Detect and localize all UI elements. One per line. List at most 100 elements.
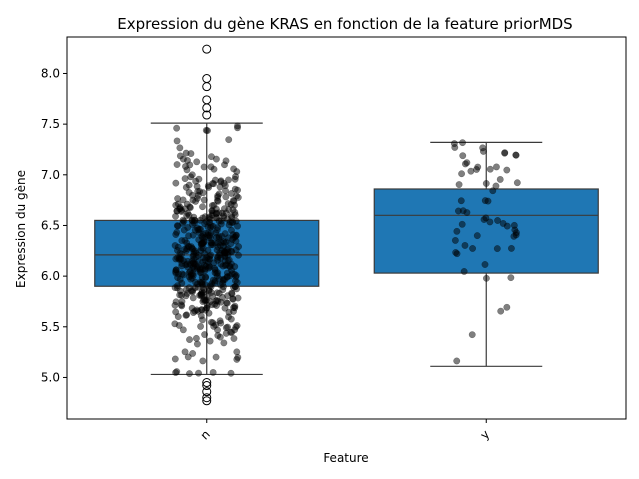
- strip-point: [180, 217, 188, 225]
- strip-point: [481, 261, 489, 268]
- outlier-point: [202, 378, 212, 388]
- strip-point: [199, 244, 207, 252]
- y-tick-label: 8.0: [41, 66, 60, 80]
- strip-point: [174, 195, 182, 203]
- strip-point: [458, 220, 466, 228]
- x-tick-label: n: [198, 427, 213, 442]
- strip-point: [197, 290, 205, 298]
- y-tick-label: 5.0: [41, 370, 60, 384]
- strip-point: [213, 289, 221, 297]
- strip-point: [216, 333, 224, 341]
- strip-point: [195, 369, 202, 377]
- strip-point: [219, 280, 227, 287]
- strip-point: [482, 180, 490, 187]
- strip-point: [512, 151, 520, 159]
- strip-point: [493, 245, 501, 253]
- strip-point: [233, 348, 241, 356]
- x-tick-label: y: [477, 427, 492, 442]
- strip-point: [230, 165, 238, 173]
- strip-point: [182, 183, 190, 191]
- y-tick-label: 7.5: [41, 117, 60, 131]
- strip-point: [200, 196, 208, 204]
- strip-point: [234, 353, 242, 361]
- strip-point: [186, 261, 194, 268]
- strip-point: [222, 157, 230, 165]
- strip-point: [492, 182, 500, 190]
- strip-point: [228, 226, 235, 234]
- strip-point: [473, 232, 481, 240]
- strip-point: [489, 187, 497, 195]
- strip-point: [201, 331, 209, 339]
- strip-point: [180, 246, 188, 253]
- strip-point: [172, 179, 180, 187]
- strip-point: [501, 149, 509, 157]
- strip-point: [199, 234, 207, 242]
- outlier-point: [202, 82, 212, 92]
- strip-point: [189, 270, 197, 277]
- strip-point: [199, 298, 207, 306]
- y-tick-label: 6.5: [41, 218, 60, 232]
- strip-point: [453, 227, 461, 235]
- strip-point: [209, 276, 217, 284]
- strip-point: [234, 294, 242, 302]
- strip-point: [231, 211, 239, 219]
- strip-point: [187, 173, 195, 181]
- strip-point: [189, 350, 197, 357]
- strip-point: [199, 203, 206, 211]
- strip-point: [181, 348, 189, 356]
- strip-point: [220, 339, 228, 347]
- strip-point: [178, 298, 186, 305]
- axes-frame: [66, 36, 627, 420]
- strip-point: [484, 197, 492, 205]
- outlier-point: [202, 110, 212, 120]
- strip-point: [497, 307, 505, 315]
- strip-point: [511, 226, 519, 234]
- strip-point: [450, 140, 458, 148]
- strip-point: [175, 321, 183, 329]
- strip-point: [189, 191, 196, 199]
- strip-point: [171, 355, 179, 363]
- strip-point: [172, 201, 180, 209]
- x-axis-label: Feature: [323, 451, 368, 465]
- strip-point: [201, 280, 209, 288]
- strip-point: [174, 274, 182, 282]
- strip-point: [173, 161, 181, 168]
- strip-point: [507, 274, 515, 282]
- strip-point: [212, 155, 220, 163]
- strip-point: [222, 261, 230, 269]
- strip-point: [507, 244, 515, 252]
- strip-point: [232, 173, 239, 181]
- strip-point: [209, 368, 217, 376]
- strip-point: [453, 357, 461, 365]
- strip-point: [195, 175, 203, 183]
- strip-point: [184, 224, 192, 231]
- strip-point: [463, 159, 471, 167]
- strip-point: [461, 241, 469, 249]
- chart-title: Expression du gène KRAS en fonction de l…: [117, 15, 572, 33]
- strip-point: [195, 229, 203, 237]
- strip-point: [216, 249, 224, 257]
- strip-point: [224, 200, 232, 208]
- strip-point: [173, 137, 181, 145]
- outlier-point: [202, 387, 212, 397]
- strip-point: [193, 158, 201, 166]
- strip-point: [184, 209, 192, 217]
- strip-point: [479, 144, 487, 152]
- strip-point: [199, 357, 207, 365]
- strip-point: [172, 308, 180, 316]
- strip-point: [220, 212, 228, 220]
- outlier-point: [202, 74, 212, 84]
- strip-point: [178, 279, 186, 287]
- strip-point: [493, 163, 500, 171]
- strip-point: [179, 326, 187, 334]
- strip-point: [184, 353, 192, 361]
- outlier-point: [202, 44, 212, 54]
- strip-point: [200, 163, 208, 171]
- strip-point: [190, 213, 198, 221]
- strip-point: [205, 286, 213, 294]
- strip-point: [171, 301, 179, 309]
- strip-point: [215, 190, 223, 198]
- y-tick-label: 7.0: [41, 168, 60, 182]
- outlier-point: [202, 103, 212, 113]
